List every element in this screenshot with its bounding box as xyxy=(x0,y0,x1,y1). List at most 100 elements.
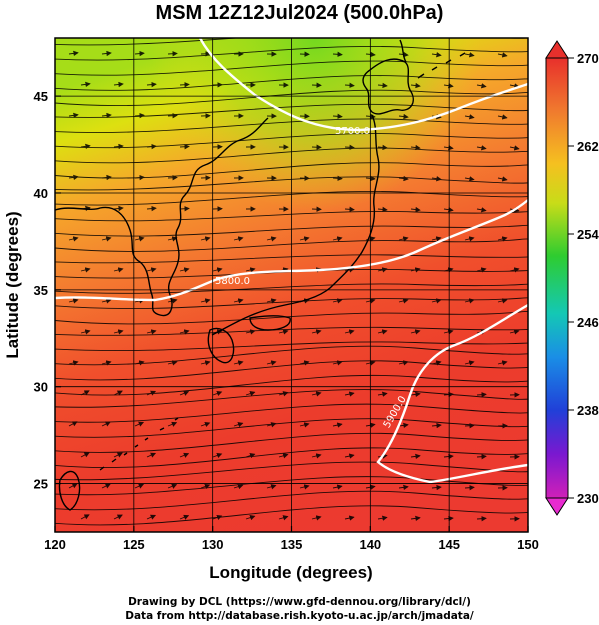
wind-arrow xyxy=(146,143,157,150)
colorbar-tick-label: 230 xyxy=(577,491,599,506)
wind-arrow xyxy=(443,453,454,460)
wind-arrow xyxy=(113,143,124,150)
wind-arrow xyxy=(344,329,355,335)
wind-arrow xyxy=(299,484,310,490)
wind-arrow xyxy=(377,144,388,151)
wind-arrow xyxy=(332,236,343,242)
wind-arrow xyxy=(113,205,124,212)
wind-arrow xyxy=(245,329,256,335)
wind-arrow xyxy=(332,298,343,304)
wind-arrow xyxy=(233,360,244,366)
coastlines xyxy=(55,39,466,511)
wind-arrow xyxy=(431,236,442,242)
x-tick-label: 130 xyxy=(202,537,224,552)
wind-arrow xyxy=(134,112,145,119)
wind-arrow xyxy=(410,206,421,213)
colorbar-tick-label: 254 xyxy=(577,227,599,242)
wind-arrow xyxy=(410,453,421,460)
wind-arrow xyxy=(398,298,409,304)
wind-arrow xyxy=(278,515,289,521)
wind-arrow xyxy=(266,236,277,242)
wind-arrow xyxy=(344,82,355,89)
wind-arrow xyxy=(377,206,388,213)
wind-arrow xyxy=(377,82,388,89)
wind-arrow xyxy=(431,484,442,491)
wind-arrow xyxy=(476,83,487,89)
wind-arrow xyxy=(410,391,421,398)
wind-arrow xyxy=(167,360,178,366)
x-tick-label: 150 xyxy=(517,537,539,552)
wind-arrow xyxy=(212,514,223,520)
y-tick-label: 45 xyxy=(34,89,48,104)
wind-arrow xyxy=(344,453,355,459)
wind-arrow xyxy=(68,174,79,181)
wind-arrow xyxy=(68,112,79,119)
wind-arrow xyxy=(266,298,277,304)
wind-arrow xyxy=(179,267,190,273)
wind-arrow xyxy=(80,329,91,335)
wind-arrow xyxy=(200,483,211,489)
wind-arrow xyxy=(464,176,475,182)
credit-drawing: Drawing by DCL (https://www.gfd-dennou.o… xyxy=(128,596,471,608)
wind-arrow xyxy=(464,360,475,366)
wind-arrow xyxy=(431,175,442,182)
wind-arrow xyxy=(167,51,178,57)
wind-arrow xyxy=(134,421,145,427)
wind-arrow xyxy=(134,483,145,489)
x-tick-label: 140 xyxy=(359,537,381,552)
y-tick-label: 25 xyxy=(34,477,48,492)
wind-arrow xyxy=(179,452,190,458)
wind-arrow xyxy=(101,483,111,489)
wind-arrow xyxy=(278,329,289,335)
wind-arrow xyxy=(167,236,178,242)
wind-arrow xyxy=(443,267,454,273)
wind-arrow xyxy=(398,360,409,366)
wind-arrow xyxy=(101,298,112,304)
contour-label-5700: 5700.0 xyxy=(335,126,370,137)
wind-arrow xyxy=(80,514,90,520)
wind-arrow xyxy=(146,390,157,396)
wind-arrow xyxy=(68,360,79,366)
x-axis-ticks: 120 125 130 135 140 145 150 xyxy=(44,526,539,552)
wind-arrow xyxy=(497,236,508,242)
wind-arrow xyxy=(497,298,508,304)
wind-arrow xyxy=(113,267,124,273)
x-tick-label: 120 xyxy=(44,537,66,552)
colorbar: 270 262 254 246 238 230 xyxy=(545,40,599,516)
wind-arrow xyxy=(101,50,112,57)
wind-arrow xyxy=(266,484,277,490)
wind-arrow xyxy=(80,143,91,150)
wind-arrow xyxy=(431,360,442,366)
wind-arrow xyxy=(200,236,211,242)
x-tick-label: 135 xyxy=(281,537,303,552)
height-contours xyxy=(55,38,528,484)
plot-area: 5700.0 5800.0 5900.0 xyxy=(55,38,528,532)
wind-arrow xyxy=(464,484,475,491)
wind-arrow xyxy=(245,453,256,459)
wind-arrow xyxy=(464,298,475,304)
wind-arrow xyxy=(179,144,190,150)
gridlines xyxy=(55,38,528,532)
wind-arrow xyxy=(134,360,145,366)
wind-arrow xyxy=(212,452,223,458)
y-tick-label: 40 xyxy=(34,186,48,201)
wind-arrow xyxy=(167,113,178,119)
x-axis-label: Longitude (degrees) xyxy=(209,563,372,582)
wind-arrow xyxy=(311,453,322,459)
y-axis-ticks: 25 30 35 40 45 xyxy=(34,89,61,492)
wind-arrow xyxy=(200,360,211,366)
wind-arrow xyxy=(509,267,520,273)
wind-arrow xyxy=(278,453,289,459)
wind-arrow xyxy=(497,176,508,182)
wind-arrow xyxy=(497,360,508,366)
wind-arrow xyxy=(476,267,487,273)
wind-arrow xyxy=(266,360,277,366)
wind-arrow xyxy=(410,515,421,522)
wind-arrow xyxy=(212,390,223,396)
wind-arrow xyxy=(212,267,223,273)
wind-arrow xyxy=(443,206,454,213)
chart-title: MSM 12Z12Jul2024 (500.0hPa) xyxy=(155,2,444,24)
wind-arrow xyxy=(245,267,256,273)
colorbar-tick-label: 238 xyxy=(577,403,599,418)
